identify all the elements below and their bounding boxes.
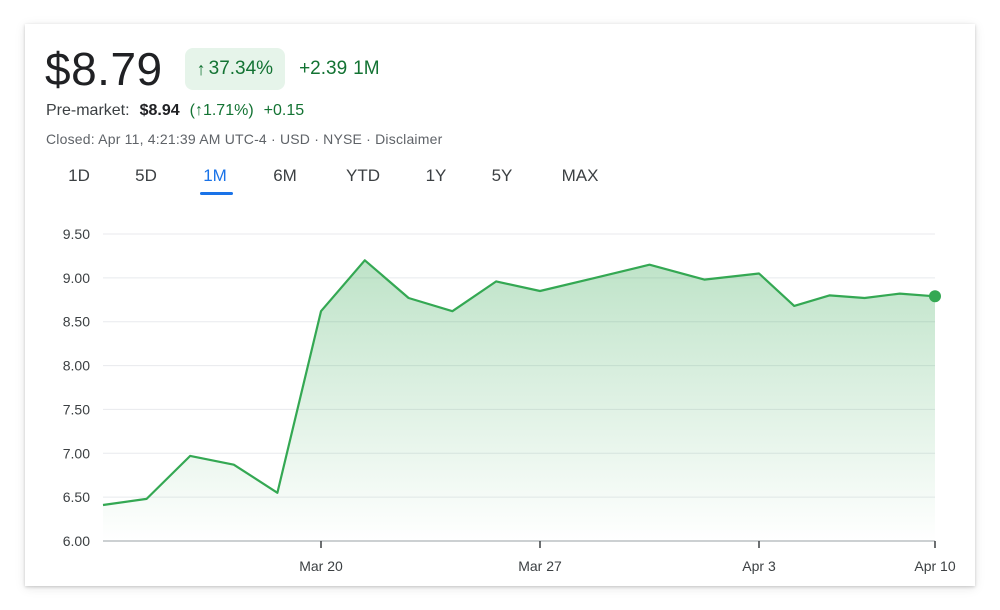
last-price-dot [929, 290, 941, 303]
y-tick-label: 6.50 [63, 489, 90, 505]
change-value: +2.39 [299, 58, 348, 79]
price-line [102, 259, 936, 507]
change-period: 1M [353, 58, 380, 79]
x-tick-label: Mar 27 [518, 558, 562, 574]
premarket-change: +0.15 [263, 102, 305, 119]
market-status-line: Closed: Apr 11, 4:21:39 AM UTC-4 · USD ·… [46, 131, 443, 147]
x-tick-label: Mar 20 [299, 558, 343, 574]
premarket-price: $8.94 [139, 102, 180, 119]
change-percent: 37.34% [208, 58, 274, 79]
price-row: $8.79 ↑ 37.34% +2.39 1M [45, 44, 380, 94]
arrow-up-icon: ↑ [196, 58, 206, 79]
change-percent-badge: ↑ 37.34% [184, 48, 286, 90]
y-tick-label: 8.00 [63, 358, 90, 374]
premarket-percent: (↑1.71%) [189, 102, 254, 119]
current-price: $8.79 [45, 43, 163, 95]
tab-ytd[interactable]: YTD [346, 166, 380, 185]
arrow-up-icon: ↑ [194, 102, 203, 119]
y-tick-label: 9.00 [63, 270, 90, 286]
y-tick-label: 7.00 [63, 445, 90, 461]
x-tick-label: Apr 10 [914, 558, 955, 574]
tab-1d[interactable]: 1D [68, 166, 90, 185]
premarket-percent-value: 1.71% [202, 102, 249, 119]
y-tick-label: 7.50 [63, 401, 90, 417]
tab-1m[interactable]: 1M [203, 166, 227, 185]
tab-1y[interactable]: 1Y [425, 166, 447, 185]
premarket-label: Pre-market: [46, 102, 130, 119]
premarket-row: Pre-market: $8.94 (↑1.71%) +0.15 [46, 102, 304, 120]
y-tick-label: 6.00 [63, 533, 90, 549]
y-tick-label: 9.50 [63, 226, 90, 242]
tab-max[interactable]: MAX [561, 166, 599, 185]
y-tick-label: 8.50 [63, 314, 90, 330]
change-absolute: +2.39 1M [299, 58, 379, 80]
range-tabs: 1D 5D 1M 6M YTD 1Y 5Y MAX [25, 166, 975, 200]
active-tab-indicator [200, 192, 233, 195]
tab-5y[interactable]: 5Y [491, 166, 513, 185]
x-tick-label: Apr 3 [742, 558, 776, 574]
tab-5d[interactable]: 5D [135, 166, 157, 185]
tab-6m[interactable]: 6M [273, 166, 297, 185]
price-area-fill [103, 260, 935, 541]
